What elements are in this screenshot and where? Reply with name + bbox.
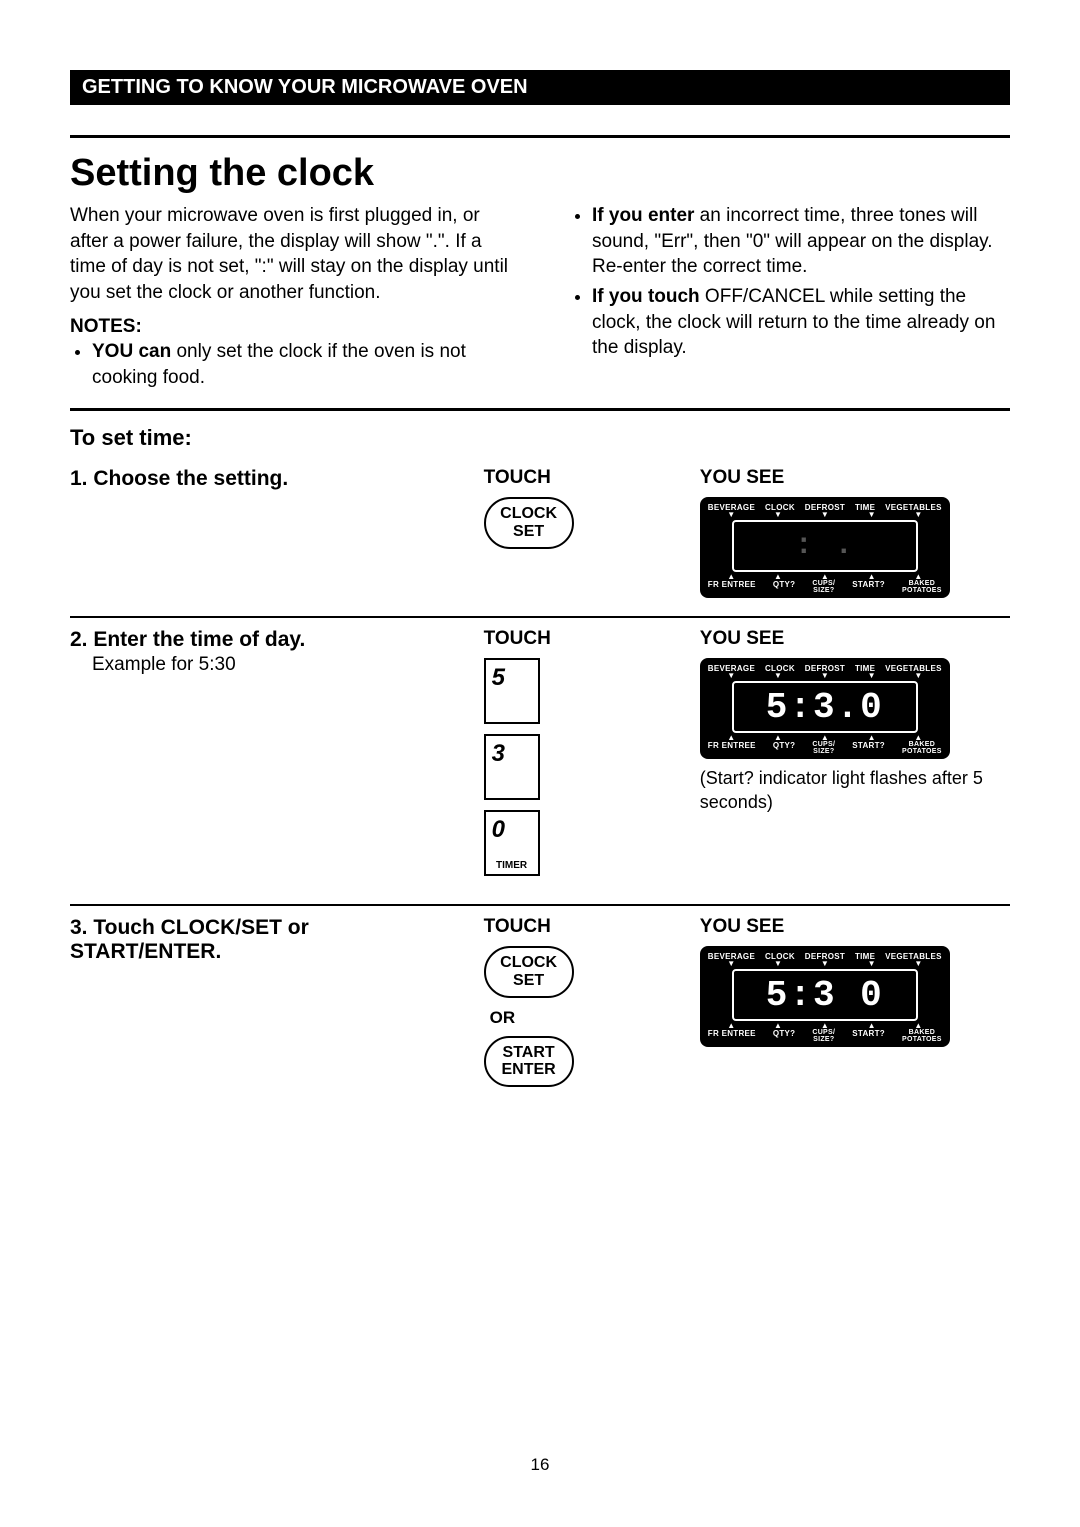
intro-text: When your microwave oven is first plugge… bbox=[70, 203, 510, 306]
notes-label: NOTES: bbox=[70, 314, 510, 340]
you-see-label: YOU SEE bbox=[700, 916, 1010, 938]
intro-columns: When your microwave oven is first plugge… bbox=[70, 203, 1010, 394]
keypad-5: 5 bbox=[484, 658, 540, 724]
display-screen: 5:3 0 bbox=[732, 969, 918, 1021]
divider bbox=[70, 408, 1010, 411]
touch-label: TOUCH bbox=[484, 628, 700, 650]
step-1: 1. Choose the setting. TOUCH CLOCK SET Y… bbox=[70, 457, 1010, 616]
you-see-label: YOU SEE bbox=[700, 628, 1010, 650]
step-2: 2. Enter the time of day. Example for 5:… bbox=[70, 618, 1010, 904]
start-enter-button: START ENTER bbox=[484, 1036, 574, 1087]
touch-label: TOUCH bbox=[484, 467, 700, 489]
notes-right-list: If you enter an incorrect time, three to… bbox=[570, 203, 1010, 361]
display-screen: : . bbox=[732, 520, 918, 572]
notes-left-list: YOU can only set the clock if the oven i… bbox=[70, 339, 510, 390]
you-see-label: YOU SEE bbox=[700, 467, 1010, 489]
intro-left-col: When your microwave oven is first plugge… bbox=[70, 203, 510, 394]
note-item: If you touch OFF/CANCEL while setting th… bbox=[592, 284, 1010, 361]
clock-set-button: CLOCK SET bbox=[484, 946, 574, 997]
microwave-display: BEVERAGECLOCKDEFROSTTIMEVEGETABLES ▼▼▼▼▼… bbox=[700, 497, 950, 598]
step-title: 1. Choose the setting. bbox=[70, 467, 464, 491]
clock-set-button: CLOCK SET bbox=[484, 497, 574, 548]
microwave-display: BEVERAGECLOCKDEFROSTTIMEVEGETABLES ▼▼▼▼▼… bbox=[700, 658, 950, 759]
step-title: 3. Touch CLOCK/SET or START/ENTER. bbox=[70, 916, 464, 964]
page-number: 16 bbox=[70, 1455, 1010, 1475]
display-screen: 5:3.0 bbox=[732, 681, 918, 733]
touch-label: TOUCH bbox=[484, 916, 700, 938]
intro-right-col: If you enter an incorrect time, three to… bbox=[570, 203, 1010, 394]
note-item: If you enter an incorrect time, three to… bbox=[592, 203, 1010, 280]
step-3: 3. Touch CLOCK/SET or START/ENTER. TOUCH… bbox=[70, 906, 1010, 1114]
section-header: GETTING TO KNOW YOUR MICROWAVE OVEN bbox=[70, 70, 1010, 105]
display-caption: (Start? indicator light flashes after 5 … bbox=[700, 767, 1010, 814]
keypad-0: 0TIMER bbox=[484, 810, 540, 876]
keypad-3: 3 bbox=[484, 734, 540, 800]
subhead: To set time: bbox=[70, 425, 1010, 451]
step-subtext: Example for 5:30 bbox=[70, 654, 464, 676]
or-label: OR bbox=[490, 1008, 700, 1028]
step-title: 2. Enter the time of day. bbox=[70, 628, 464, 652]
divider bbox=[70, 135, 1010, 138]
note-item: YOU can only set the clock if the oven i… bbox=[92, 339, 510, 390]
page-title: Setting the clock bbox=[70, 152, 1010, 195]
microwave-display: BEVERAGECLOCKDEFROSTTIMEVEGETABLES ▼▼▼▼▼… bbox=[700, 946, 950, 1047]
